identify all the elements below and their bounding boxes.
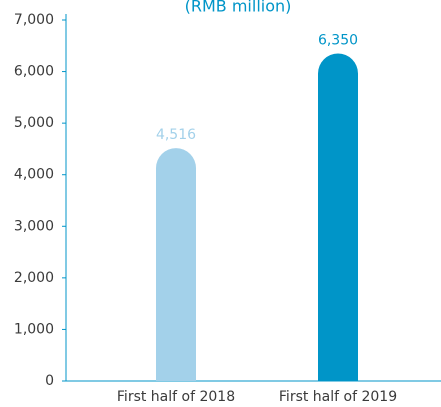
bar [318,53,358,382]
y-tick-label: 3,000 [14,218,54,234]
y-tick-label: 1,000 [14,321,54,337]
chart-title: (RMB million) [185,0,292,16]
bar [156,148,196,381]
y-tick-label: 4,000 [14,167,54,183]
y-tick-label: 7,000 [14,12,54,28]
value-label: 6,350 [318,33,358,49]
y-tick-label: 2,000 [14,270,54,286]
x-tick-label: First half of 2019 [279,389,397,405]
y-tick-label: 0 [45,373,54,389]
y-tick-label: 5,000 [14,115,54,131]
y-tick-label: 6,000 [14,64,54,80]
x-tick-label: First half of 2018 [117,389,235,405]
value-label: 4,516 [156,127,196,143]
